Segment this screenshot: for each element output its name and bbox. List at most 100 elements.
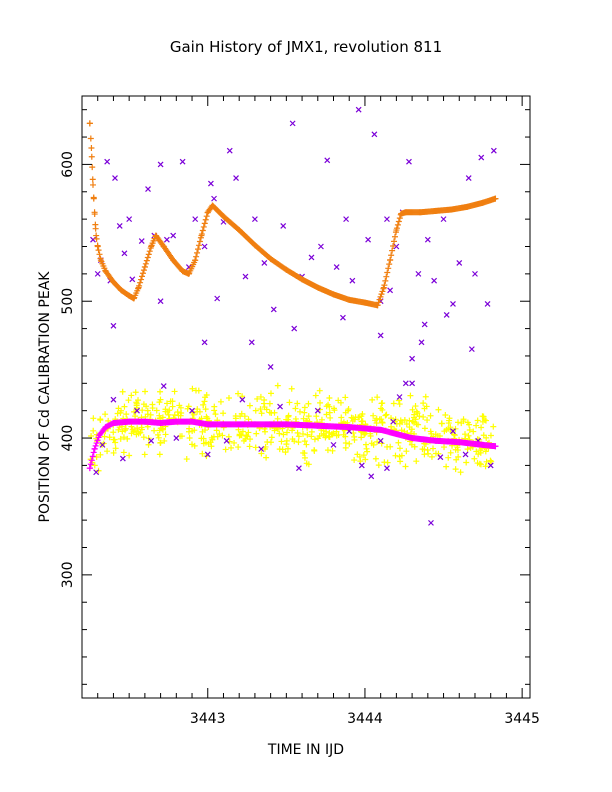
series-0-point [361, 299, 368, 306]
series-2-point [241, 413, 248, 420]
series-3-point [207, 180, 214, 187]
series-3-point [318, 243, 324, 250]
series-2-point [354, 451, 361, 458]
series-3-point [358, 462, 365, 469]
series-2-point [156, 451, 163, 458]
series-2-point [254, 395, 261, 402]
series-2-point [217, 398, 224, 405]
series-2-point [327, 414, 334, 421]
series-0-point [86, 120, 93, 127]
series-2-point [402, 463, 409, 470]
series-2-point [164, 400, 171, 407]
series-3-point [94, 270, 101, 277]
series-2-point [147, 411, 154, 418]
series-2-point [276, 446, 283, 453]
series-2-point [464, 446, 471, 453]
series-2-point [126, 452, 133, 459]
series-0-point [130, 295, 137, 302]
series-2-point [466, 426, 473, 433]
series-0-point [299, 276, 306, 283]
series-2-point [102, 411, 109, 418]
series-2-point [202, 394, 209, 401]
series-2-point [324, 447, 331, 454]
series-2-point [359, 418, 366, 425]
series-3-point [160, 383, 167, 389]
series-2-point [263, 454, 270, 461]
series-0-point [202, 216, 209, 223]
series-2-point [455, 419, 462, 426]
series-0-point [160, 243, 167, 250]
series-0-point [391, 238, 398, 245]
series-0-point [93, 232, 100, 239]
series-2-point [412, 403, 419, 410]
series-0-point [110, 279, 117, 286]
series-0-point [199, 227, 206, 234]
series-0-point [126, 292, 133, 299]
series-3-point [409, 380, 416, 387]
series-2-point [375, 462, 382, 469]
series-2-point [373, 420, 380, 427]
series-2-point [128, 430, 135, 437]
series-2-point [194, 406, 201, 413]
series-2-point [464, 419, 471, 426]
series-2-point [165, 411, 172, 418]
series-1-point [89, 453, 96, 460]
series-2-point [274, 415, 281, 422]
series-1-point [189, 418, 196, 425]
series-2-point [357, 458, 364, 465]
series-3-point [384, 465, 390, 472]
series-2-point [157, 388, 164, 395]
series-1-point [479, 441, 486, 448]
series-2-point [313, 413, 320, 420]
series-0-point [203, 213, 210, 220]
series-1-point [126, 418, 133, 425]
series-2-point [379, 419, 386, 426]
series-2-point [258, 450, 265, 457]
series-2-point [211, 403, 218, 410]
series-3-point [377, 332, 384, 339]
series-3-point [233, 175, 239, 182]
series-3-point [296, 465, 302, 472]
series-2-point [93, 453, 100, 460]
series-0-point [382, 277, 389, 284]
series-3-point [440, 216, 447, 223]
chart-title: Gain History of JMX1, revolution 811 [170, 38, 442, 56]
series-2-point [396, 445, 403, 452]
series-3-point [270, 306, 277, 313]
series-2-point [133, 431, 140, 438]
series-1-point [110, 419, 117, 426]
series-1-point [283, 421, 290, 428]
series-0-point [384, 269, 391, 276]
series-2-point [362, 456, 369, 463]
series-2-point [267, 439, 274, 446]
series-2-point [261, 446, 268, 453]
series-1-point [377, 426, 384, 433]
series-3-point [173, 435, 180, 441]
series-3-point [112, 175, 118, 182]
series-3-point [396, 394, 403, 400]
series-2-point [231, 439, 238, 446]
series-2-point [406, 417, 413, 424]
series-2-point [458, 420, 465, 427]
series-0-point [194, 249, 201, 256]
series-3-point [239, 396, 246, 403]
series-2-point [159, 414, 166, 421]
series-2-point [396, 453, 403, 460]
series-3-point [428, 519, 434, 526]
series-0-point [193, 253, 200, 260]
series-2-point [383, 411, 390, 418]
series-0-point [145, 251, 152, 258]
series-3-point [223, 437, 230, 444]
series-3-point [145, 186, 151, 192]
series-3-point [211, 195, 217, 202]
series-1-point [90, 449, 97, 456]
series-2-point [410, 419, 417, 426]
series-2-point [161, 437, 168, 444]
series-0-point [135, 284, 142, 291]
series-2-point [317, 399, 324, 406]
series-3-point [110, 396, 117, 403]
series-2-point [338, 414, 345, 421]
series-3-point [267, 363, 274, 370]
series-1-point [87, 461, 94, 468]
series-0-point [90, 181, 97, 188]
